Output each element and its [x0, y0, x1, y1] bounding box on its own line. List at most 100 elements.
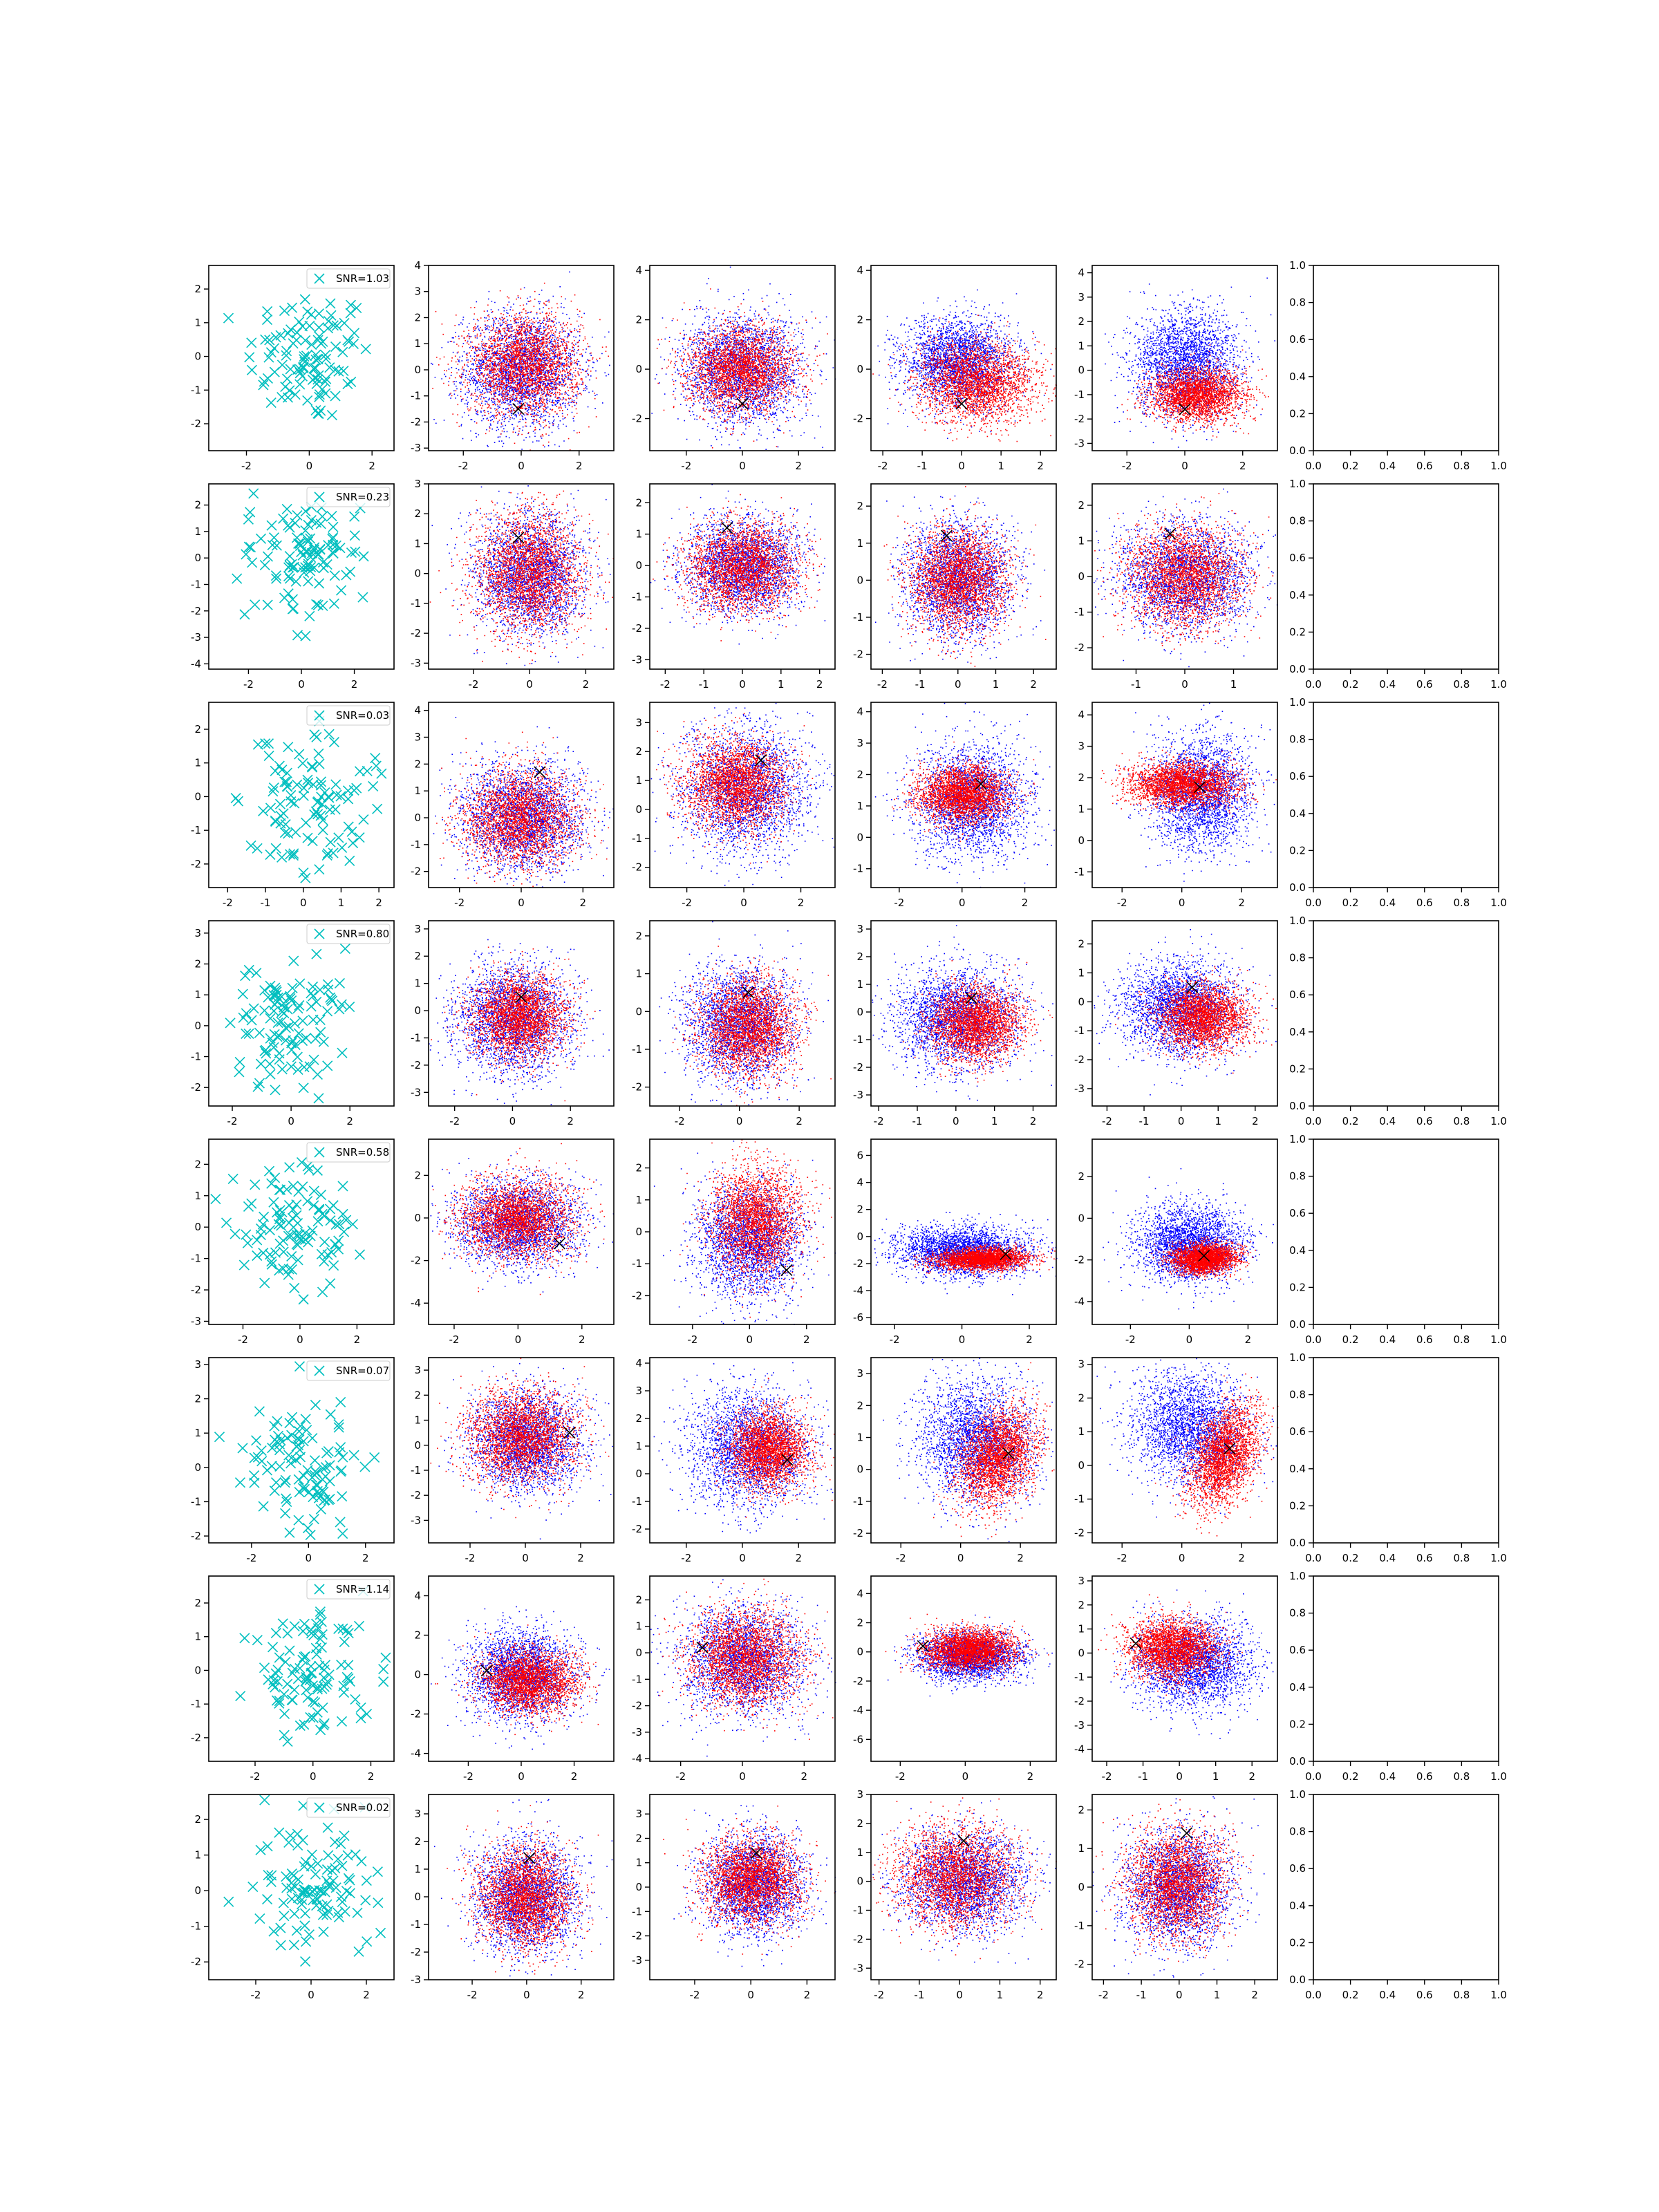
sample-marker: [285, 1458, 297, 1469]
sample-marker: [315, 776, 327, 787]
subplot-r3c1-xtick-label: 2: [375, 897, 382, 909]
subplot-r4c3-ytick-label: -2: [632, 1081, 642, 1094]
sample-marker: [312, 1069, 323, 1080]
subplot-r4c5-ytick-label: 1: [1078, 966, 1085, 979]
sample-marker: [330, 779, 341, 790]
sample-marker: [268, 1197, 279, 1208]
sample-marker: [286, 1038, 297, 1049]
subplot-r5c1-ytick-label: -1: [191, 1253, 201, 1265]
sample-marker: [268, 1042, 279, 1053]
sample-marker: [317, 336, 328, 347]
subplot-r1c4-ytick-label: 0: [856, 363, 863, 375]
sample-marker: [312, 549, 324, 560]
sample-marker: [265, 1876, 276, 1887]
subplot-r3c4-xtick-label: -2: [894, 897, 904, 909]
subplot-r6c4-ytick-label: 1: [856, 1432, 863, 1444]
sample-marker: [296, 1156, 308, 1168]
subplot-r6c2-mean-marker: [563, 1427, 576, 1439]
subplot-r6c1-ytick-label: 2: [194, 1393, 201, 1405]
subplot-r6c5-xtick-label: 2: [1238, 1552, 1245, 1564]
sample-marker: [265, 849, 276, 860]
sample-marker: [356, 1856, 367, 1867]
subplot-r4c1-xtick-label: -2: [227, 1115, 238, 1127]
subplot-r6c6-ytick-label: 0.0: [1289, 1537, 1306, 1549]
subplot-r3c3-ytick-label: -1: [632, 832, 642, 845]
subplot-r2c1-legend-label: SNR=0.23: [336, 491, 389, 503]
subplot-r3c2-ytick-label: 0: [414, 812, 421, 824]
subplot-r2c2-ytick-label: 1: [414, 537, 421, 550]
sample-marker: [310, 1033, 321, 1044]
subplot-r3c5-ytick-label: 4: [1078, 709, 1085, 721]
subplot-r8c2-xtick-label: 0: [523, 1989, 530, 2001]
subplot-r6c5-ytick-label: 1: [1078, 1425, 1085, 1438]
sample-marker: [348, 338, 359, 349]
subplot-r4c6-ytick-label: 0.6: [1289, 988, 1306, 1001]
subplot-r4c4-frame: [870, 920, 1057, 1107]
sample-marker: [326, 510, 337, 522]
subplot-r6c3-blue-points: [653, 1362, 834, 1534]
sample-marker: [318, 1927, 329, 1938]
subplot-r7c6-xtick-label: 0.0: [1305, 1770, 1322, 1783]
subplot-r2c3-frame: [649, 483, 836, 670]
sample-marker: [309, 542, 320, 553]
sample-marker: [328, 547, 339, 559]
sample-marker: [281, 1497, 292, 1508]
sample-marker: [297, 758, 308, 769]
sample-marker: [293, 1028, 304, 1039]
sample-marker: [242, 1237, 253, 1248]
sample-marker: [271, 540, 282, 551]
sample-marker: [288, 561, 299, 572]
sample-marker: [325, 1409, 336, 1420]
sample-marker: [346, 376, 357, 387]
sample-marker: [348, 838, 359, 849]
subplot-r7c1-xtick-label: 2: [368, 1770, 375, 1783]
sample-marker: [271, 1207, 283, 1218]
subplot-r3c2-frame: [428, 702, 615, 888]
sample-marker: [312, 796, 324, 807]
subplot-r6c3: -2 0 2 -2 -1 0 1 2 3 4: [632, 1357, 836, 1564]
subplot-r4c1-ytick-label: 3: [194, 927, 201, 939]
sample-marker: [259, 1794, 270, 1806]
subplot-r1c2-frame: [428, 265, 615, 451]
subplot-r5c1-samples: [210, 1156, 366, 1305]
subplot-r4c4-ytick-label: 2: [856, 950, 863, 963]
sample-marker: [276, 1220, 287, 1231]
subplot-r5c2-xtick-label: -2: [449, 1333, 459, 1346]
sample-marker: [308, 1712, 319, 1723]
subplot-r5c4-ytick-label: 4: [856, 1177, 863, 1189]
subplot-r1c1-legend-label: SNR=1.03: [336, 272, 389, 285]
sample-marker: [312, 354, 324, 365]
sample-marker: [290, 827, 301, 838]
subplot-r3c4-mean-marker: [975, 778, 987, 790]
sample-marker: [270, 1627, 281, 1639]
sample-marker: [335, 791, 346, 802]
subplot-r3c3-mean-marker: [755, 754, 767, 767]
sample-marker: [343, 821, 354, 832]
sample-marker: [289, 1018, 301, 1029]
sample-marker: [291, 1925, 302, 1936]
sample-marker: [270, 765, 281, 776]
subplot-r3c3-ytick-label: 0: [635, 803, 642, 816]
sample-marker: [307, 1225, 318, 1236]
sample-marker: [319, 1256, 330, 1267]
sample-marker: [306, 514, 317, 526]
sample-marker: [330, 1882, 341, 1893]
sample-marker: [292, 630, 303, 641]
sample-marker: [283, 742, 294, 753]
subplot-r6c2-red-points: [430, 1358, 610, 1519]
subplot-r7c6-ytick-label: 0.0: [1289, 1755, 1306, 1768]
subplot-r8c6-xtick-label: 0.4: [1379, 1989, 1396, 2001]
subplot-r7c5-ytick-label: 2: [1078, 1599, 1085, 1611]
sample-marker: [252, 843, 263, 854]
subplot-r6c5-red-points: [1154, 1373, 1279, 1537]
sample-marker: [306, 309, 317, 320]
sample-marker: [252, 1235, 263, 1246]
sample-marker: [328, 847, 339, 859]
sample-marker: [261, 1048, 272, 1059]
sample-marker: [319, 1718, 330, 1729]
subplot-r7c5-xtick-label: 2: [1248, 1770, 1255, 1783]
sample-marker: [262, 551, 274, 562]
subplot-r5c4-ytick-label: -2: [853, 1257, 863, 1270]
sample-marker: [251, 1435, 262, 1446]
sample-marker: [342, 785, 354, 796]
